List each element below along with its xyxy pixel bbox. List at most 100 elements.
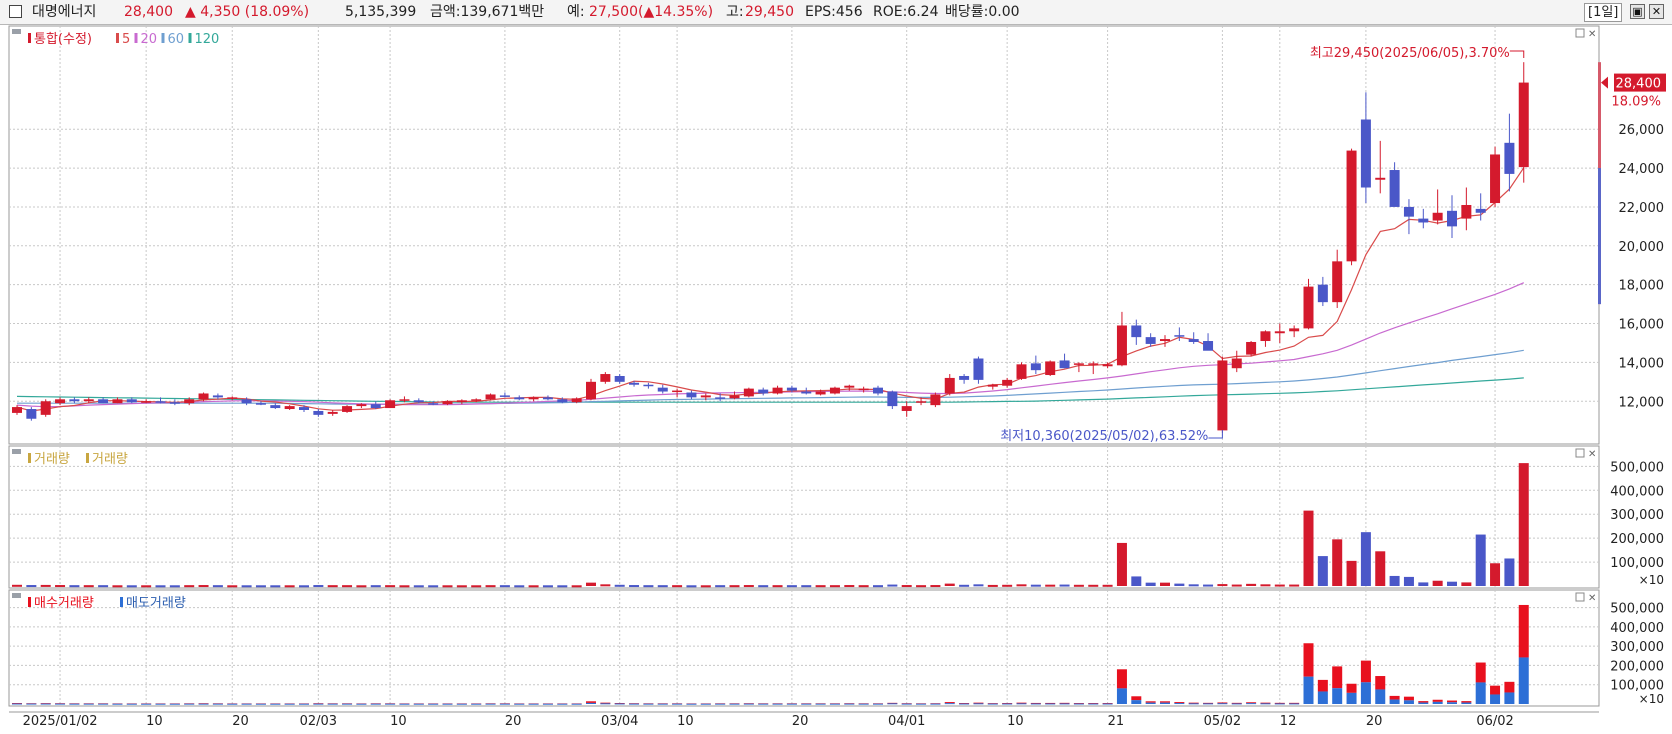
candle-body — [1289, 328, 1300, 332]
candle-body — [1045, 361, 1056, 376]
buysell-axis-label: 200,000 — [1610, 659, 1664, 674]
candle-body — [141, 401, 152, 403]
panel-maximize-icon — [1575, 592, 1585, 602]
candle — [1260, 330, 1271, 347]
volume-bar — [126, 585, 137, 588]
candle — [1389, 162, 1400, 207]
candle — [485, 393, 496, 401]
sell-volume-bar — [729, 703, 740, 705]
chart-area[interactable]: ✕ ✕ ✕ 12,000 14,000 16,000 18,000 20,000 22,000… — [0, 25, 1672, 734]
panel-close-icon: ✕ — [1588, 449, 1596, 460]
candle-body — [499, 395, 510, 397]
close-button[interactable]: ✕ — [1649, 4, 1664, 19]
candle — [1059, 353, 1070, 369]
candle — [342, 405, 353, 413]
legend-swatch — [28, 453, 31, 463]
volume-bar — [887, 584, 898, 587]
candle — [327, 409, 338, 416]
sell-volume-bar — [126, 703, 137, 705]
candle-body — [657, 387, 668, 392]
sell-volume-bar — [155, 703, 166, 705]
maximize-button[interactable]: ▣ — [1630, 4, 1645, 19]
volume-bar — [1217, 584, 1228, 587]
volume-bar — [959, 584, 970, 587]
candle-body — [1160, 339, 1170, 342]
sell-volume-bar — [1203, 703, 1214, 705]
candle-body — [1274, 331, 1285, 334]
volume-bar — [112, 585, 123, 588]
volume-bar — [485, 585, 496, 588]
buy-volume-bar — [1418, 701, 1429, 703]
sell-volume-bar — [1518, 657, 1529, 704]
period-selector[interactable]: [1일] — [1584, 3, 1623, 22]
sell-volume-bar — [614, 703, 625, 705]
candle — [973, 356, 984, 384]
date-axis-label: 20 — [1366, 714, 1383, 729]
candle — [1432, 189, 1443, 225]
sell-volume-bar — [672, 703, 683, 705]
candle — [758, 387, 769, 396]
candle-body — [385, 400, 396, 409]
volume-bar — [514, 585, 525, 588]
volume-bar — [83, 585, 94, 588]
candle-body — [1116, 325, 1127, 366]
candle-body — [485, 394, 496, 400]
buy-volume-bar — [1475, 662, 1486, 683]
price-axis-label: 26,000 — [1619, 123, 1665, 138]
volume-bar — [1073, 584, 1084, 587]
volume-bar — [227, 585, 238, 588]
buy-volume-bar — [1461, 701, 1472, 703]
candle-body — [672, 390, 683, 393]
candle-body — [514, 397, 525, 400]
candle-body — [715, 397, 726, 399]
volume-bar — [743, 585, 754, 588]
candle — [255, 401, 266, 406]
select-checkbox[interactable] — [9, 5, 22, 18]
legend-label: 5 — [122, 32, 130, 47]
candle — [772, 385, 783, 395]
legend-swatch — [120, 597, 123, 607]
sell-volume-bar — [1188, 703, 1199, 705]
candle-body — [930, 394, 941, 406]
volume-bar — [98, 585, 109, 588]
buy-volume-bar — [1274, 702, 1285, 704]
candle-body — [542, 397, 553, 400]
price-axis-label: 18,000 — [1619, 279, 1665, 294]
legend-label: 거래량 — [34, 452, 70, 467]
volume-axis-label: 400,000 — [1610, 484, 1664, 499]
date-axis-label: 10 — [146, 714, 163, 729]
price-axis-label: 20,000 — [1619, 240, 1665, 255]
volume-bar — [643, 585, 654, 588]
sell-volume-bar — [1317, 691, 1328, 704]
candle — [557, 397, 568, 404]
sell-volume-bar — [370, 703, 381, 705]
candle-body — [327, 411, 338, 414]
current-price-tag-label: 28,400 — [1616, 77, 1662, 92]
sell-volume-bar — [1231, 703, 1242, 705]
buy-volume-bar — [1389, 695, 1400, 700]
price-axis-label: 12,000 — [1619, 395, 1665, 410]
volume-bar — [1131, 576, 1142, 586]
candle — [356, 403, 367, 409]
volume-bar — [528, 585, 539, 588]
candle-body — [1016, 364, 1027, 379]
candle — [1116, 311, 1127, 367]
candle-body — [571, 398, 582, 403]
candle-body — [743, 388, 754, 397]
candle-body — [1088, 363, 1099, 365]
candle — [1160, 335, 1170, 347]
volume-bar — [1461, 582, 1472, 586]
sell-volume-bar — [715, 703, 726, 705]
candle — [1274, 323, 1285, 343]
date-axis-label: 12 — [1280, 714, 1297, 729]
candle — [514, 395, 525, 401]
sell-volume-bar — [1131, 700, 1142, 704]
candle — [1461, 187, 1472, 231]
candle-body — [270, 405, 281, 409]
sell-volume-bar — [112, 703, 123, 705]
candle-body — [1030, 363, 1041, 371]
candle — [1289, 325, 1300, 338]
candle-body — [1145, 337, 1156, 344]
sell-volume-bar — [399, 703, 410, 705]
candle-body — [772, 387, 783, 394]
